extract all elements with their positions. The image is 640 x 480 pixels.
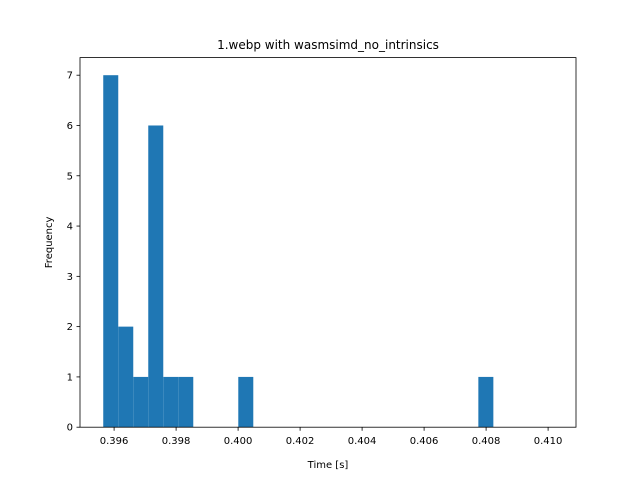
x-tick-label: 0.396 bbox=[100, 436, 129, 447]
y-tick-label: 5 bbox=[67, 171, 73, 182]
histogram-bar bbox=[103, 75, 119, 428]
y-tick-label: 0 bbox=[67, 423, 73, 434]
y-tick-label: 6 bbox=[67, 121, 73, 132]
bars-group bbox=[103, 75, 494, 428]
y-tick-label: 2 bbox=[67, 322, 73, 333]
x-axis: 0.396 0.398 0.400 0.402 0.404 0.406 0.408 0.410 bbox=[100, 427, 563, 447]
x-tick-label: 0.404 bbox=[348, 436, 377, 447]
histogram-bar bbox=[118, 326, 134, 428]
plot-frame bbox=[79, 57, 577, 428]
y-tick-label: 4 bbox=[67, 222, 73, 233]
y-tick-label: 1 bbox=[67, 372, 73, 383]
x-tick-label: 0.410 bbox=[534, 436, 563, 447]
x-tick-label: 0.398 bbox=[162, 436, 191, 447]
histogram-bar bbox=[478, 376, 494, 428]
x-axis-label: Time [s] bbox=[307, 460, 349, 471]
y-axis: 0 1 2 3 4 5 6 7 bbox=[67, 71, 80, 434]
histogram-bar bbox=[163, 376, 179, 428]
histogram-bar bbox=[133, 376, 149, 428]
x-tick-label: 0.408 bbox=[472, 436, 501, 447]
histogram-bar bbox=[238, 376, 254, 428]
x-tick-label: 0.400 bbox=[224, 436, 253, 447]
y-axis-label: Frequency bbox=[44, 216, 55, 268]
histogram-bar bbox=[148, 125, 164, 428]
x-tick-label: 0.402 bbox=[286, 436, 315, 447]
x-tick-label: 0.406 bbox=[410, 436, 439, 447]
chart-title: 1.webp with wasmsimd_no_intrinsics bbox=[217, 38, 439, 52]
histogram-bar bbox=[178, 376, 194, 428]
y-tick-label: 3 bbox=[67, 272, 73, 283]
y-tick-label: 7 bbox=[67, 71, 73, 82]
